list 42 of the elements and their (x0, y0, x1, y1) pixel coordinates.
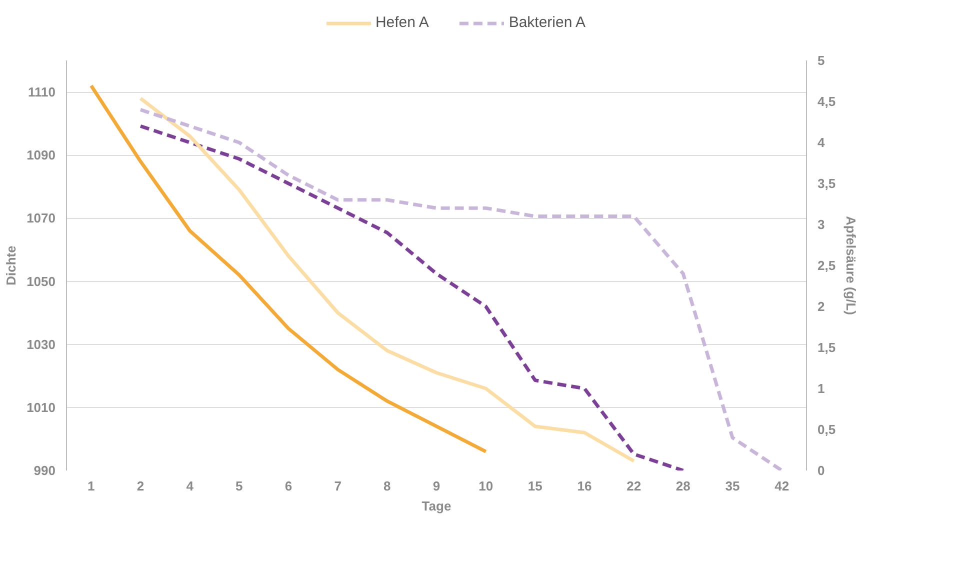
line-series (138, 124, 685, 470)
y2-tick-label: 0 (818, 463, 825, 478)
legend-label: Bakterien A (508, 14, 586, 31)
y2-tick-label: 4,5 (818, 94, 836, 109)
y-axis-title: Dichte (4, 246, 19, 286)
line-series (138, 108, 784, 470)
x-tick-label: 1 (88, 478, 95, 494)
y-tick-label: 1010 (26, 400, 56, 415)
x-tick-label: 10 (478, 478, 494, 494)
x-tick-label: 6 (284, 478, 292, 494)
x-tick-label: 2 (136, 478, 144, 494)
x-tick-label: 9 (432, 478, 440, 494)
x-tick-label: 4 (186, 478, 194, 494)
y2-tick-label: 5 (818, 53, 825, 68)
y2-tick-label: 2 (818, 299, 825, 314)
x-tick-label: 28 (676, 478, 690, 494)
y-tick-label: 1090 (26, 148, 56, 163)
line-series (89, 84, 488, 454)
y2-tick-label: 3 (818, 217, 825, 232)
x-tick-label: 16 (577, 478, 592, 494)
y2-tick-label: 1 (818, 381, 825, 396)
y-tick-label: 990 (34, 463, 56, 478)
y2-tick-label: 0,5 (818, 422, 836, 437)
y-tick-label: 1070 (26, 210, 56, 226)
y2-tick-label: 3,5 (818, 176, 836, 191)
y2-axis-title: Apfelsäure (g/L) (844, 216, 859, 315)
x-tick-label: 35 (725, 478, 740, 494)
x-tick-label: 7 (334, 478, 342, 494)
x-tick-label: 15 (528, 478, 542, 494)
x-tick-label: 5 (236, 478, 243, 494)
x-axis-title: Tage (422, 498, 452, 514)
y-tick-label: 1030 (26, 336, 56, 352)
x-tick-label: 42 (774, 478, 790, 494)
line-series (138, 96, 636, 463)
y2-tick-label: 1,5 (818, 340, 836, 355)
y-tick-label: 1110 (28, 84, 56, 100)
y-tick-label: 1050 (26, 274, 56, 289)
y2-tick-label: 4 (818, 135, 826, 150)
y2-tick-label: 2,5 (818, 258, 836, 273)
x-tick-label: 8 (384, 478, 391, 494)
x-tick-label: 22 (626, 478, 642, 494)
legend-label: Hefen A (375, 14, 429, 31)
